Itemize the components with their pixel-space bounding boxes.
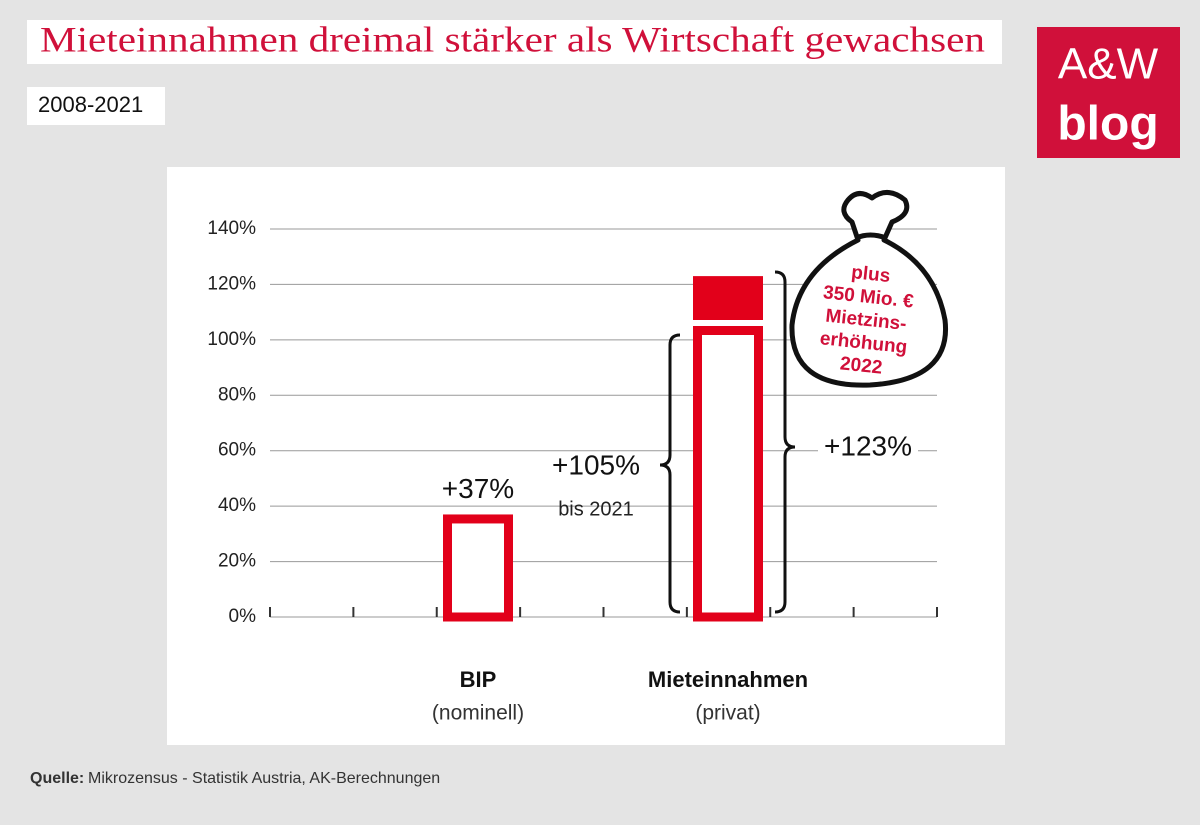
source-label: Quelle: — [30, 770, 84, 787]
subtitle: 2008-2021 — [38, 92, 143, 117]
logo-text: A&W — [1058, 40, 1159, 89]
y-tick-label: 140% — [207, 218, 256, 239]
x-tick-label: Mieteinnahmen — [648, 667, 808, 692]
y-tick-label: 40% — [218, 495, 256, 516]
bag-line: plus — [850, 262, 891, 287]
source-text: Mikrozensus - Statistik Austria, AK-Bere… — [88, 770, 440, 787]
label-bg — [818, 430, 918, 466]
y-tick-label: 80% — [218, 384, 256, 405]
y-tick-label: 0% — [229, 606, 257, 627]
bar — [693, 326, 763, 622]
y-tick-label: 60% — [218, 440, 256, 461]
x-tick-note: (nominell) — [432, 702, 524, 725]
bar — [693, 276, 763, 320]
y-tick-label: 120% — [207, 273, 256, 294]
value-label: +37% — [442, 473, 514, 504]
y-tick-label: 20% — [218, 551, 256, 572]
period-label: bis 2021 — [558, 498, 634, 520]
logo-text: blog — [1057, 98, 1158, 151]
bar — [443, 514, 513, 622]
logo — [1037, 27, 1180, 158]
value-label: +105% — [552, 449, 640, 480]
chart-title: Mieteinnahmen dreimal stärker als Wirtsc… — [40, 19, 985, 59]
grid — [269, 228, 938, 618]
subtitle-box — [27, 87, 165, 125]
money-bag — [789, 190, 949, 388]
y-tick-label: 100% — [207, 329, 256, 350]
x-tick-label: BIP — [460, 667, 497, 692]
x-tick-note: (privat) — [695, 702, 760, 725]
bag-line: 2022 — [839, 353, 883, 378]
brace — [659, 333, 681, 614]
title-box — [27, 20, 1002, 64]
total-label: +123% — [824, 430, 912, 461]
brace — [774, 270, 796, 614]
